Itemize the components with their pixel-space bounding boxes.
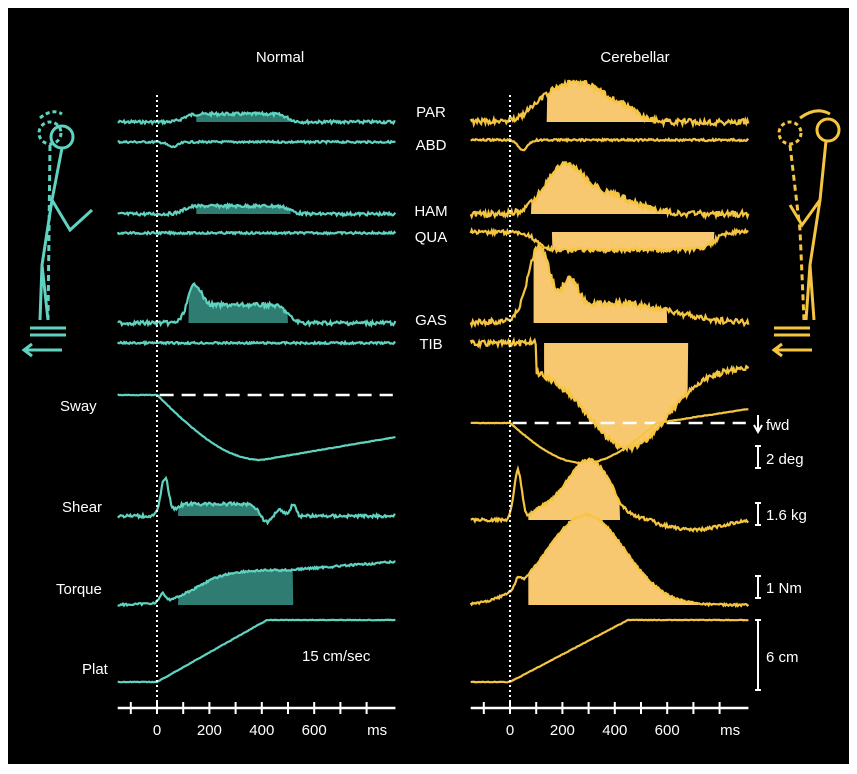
trace: [117, 110, 396, 126]
trace: [470, 457, 749, 533]
panel-title: Normal: [256, 49, 304, 66]
scale-label: 1.6 kg: [766, 507, 807, 524]
trace: [116, 339, 396, 347]
tick-label: 0: [506, 722, 514, 739]
muscle-label: ABD: [416, 137, 447, 154]
scale-bars: [753, 415, 763, 691]
tick-label: 200: [550, 722, 575, 739]
speed-note: 15 cm/sec: [302, 648, 371, 665]
shaded-area: [546, 80, 673, 125]
trace: [470, 137, 750, 152]
trace: [116, 230, 397, 237]
trace: [470, 408, 749, 465]
trace: [117, 393, 396, 462]
trace: [117, 139, 396, 149]
background: [8, 8, 849, 764]
muscle-label: TIB: [419, 336, 442, 353]
shaded-area: [177, 569, 294, 605]
axis-unit: ms: [367, 722, 387, 739]
row-label: Plat: [82, 661, 109, 678]
shaded-area: [528, 514, 699, 605]
tick-label: 200: [197, 722, 222, 739]
trace: [117, 559, 396, 608]
trace: [117, 281, 397, 329]
trace: [469, 227, 749, 256]
row-label: Shear: [62, 499, 102, 516]
trace: [470, 618, 749, 684]
row-label: Sway: [60, 398, 97, 415]
shaded-area: [177, 502, 262, 517]
muscle-label: QUA: [415, 229, 448, 246]
stick-figures: [21, 109, 841, 358]
tick-label: 400: [249, 722, 274, 739]
panel-title: Cerebellar: [600, 49, 669, 66]
trace: [469, 513, 750, 609]
muscle-label: PAR: [416, 104, 446, 121]
shaded-area: [530, 162, 673, 215]
shaded-area: [551, 232, 715, 252]
shaded-area: [188, 283, 288, 323]
tick-label: 400: [602, 722, 627, 739]
trace: [469, 78, 750, 129]
tick-label: 0: [153, 722, 161, 739]
trace: [117, 475, 396, 526]
muscle-label: HAM: [414, 203, 447, 220]
muscle-label: GAS: [415, 312, 447, 329]
tick-label: 600: [655, 722, 680, 739]
axis-unit: ms: [720, 722, 740, 739]
shaded-area: [528, 458, 621, 520]
trace: [469, 160, 750, 221]
scale-label: fwd: [766, 417, 789, 434]
trace: [117, 201, 397, 218]
scale-label: 6 cm: [766, 649, 799, 666]
row-label: Torque: [56, 581, 102, 598]
trace: [469, 243, 750, 329]
tick-label: 600: [302, 722, 327, 739]
scale-label: 1 Nm: [766, 580, 802, 597]
shaded-area: [533, 243, 668, 323]
scale-label: 2 deg: [766, 451, 804, 468]
trace: [117, 618, 396, 684]
trace: [469, 335, 750, 454]
